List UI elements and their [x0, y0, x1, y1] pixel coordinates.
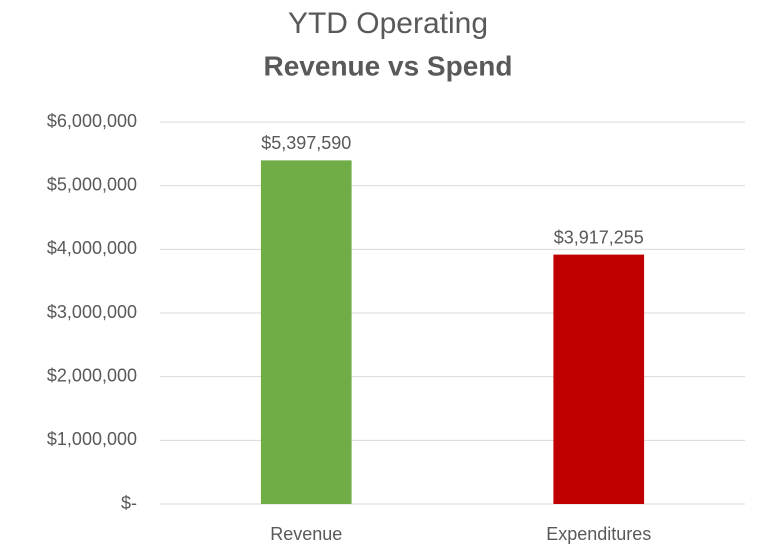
y-tick-label: $3,000,000	[47, 302, 137, 322]
x-tick-label: Revenue	[270, 524, 342, 544]
x-tick-label: Expenditures	[546, 524, 651, 544]
y-tick-label: $-	[121, 493, 137, 513]
data-label: $5,397,590	[261, 133, 351, 153]
y-tick-label: $5,000,000	[47, 174, 137, 194]
y-tick-label: $4,000,000	[47, 238, 137, 258]
y-tick-label: $2,000,000	[47, 365, 137, 385]
bar	[260, 160, 352, 504]
chart-title: YTD Operating	[288, 7, 488, 40]
y-tick-label: $6,000,000	[47, 111, 137, 131]
data-label: $3,917,255	[554, 227, 644, 247]
y-tick-label: $1,000,000	[47, 429, 137, 449]
bar	[553, 254, 645, 504]
chart-subtitle: Revenue vs Spend	[264, 50, 513, 81]
